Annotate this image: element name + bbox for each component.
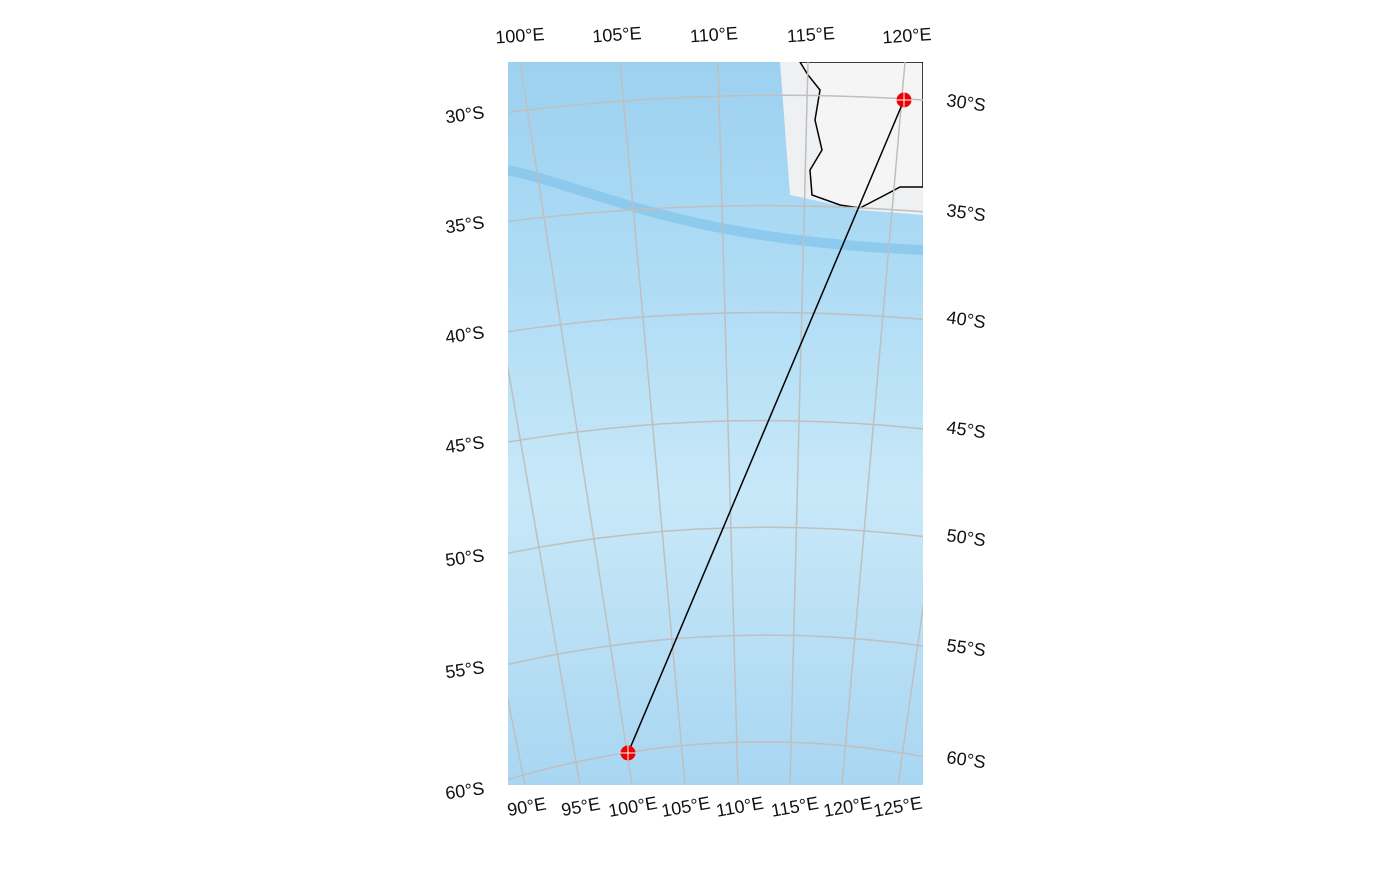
bottom-label: 90°E (506, 794, 548, 821)
parallel (508, 634, 923, 666)
right-label: 40°S (945, 307, 987, 332)
right-label: 35°S (945, 200, 987, 225)
left-label: 50°S (444, 545, 486, 570)
ridge (508, 165, 923, 255)
meridian (841, 62, 906, 785)
end-point (620, 745, 636, 761)
left-label: 45°S (444, 432, 486, 457)
parallel (508, 94, 923, 114)
top-label: 120°E (882, 24, 933, 47)
bottom-label: 100°E (607, 793, 659, 821)
meridian (897, 602, 923, 785)
left-label: 35°S (444, 212, 486, 237)
right-label: 45°S (945, 417, 987, 442)
top-label: 115°E (786, 23, 835, 46)
meridian (519, 62, 633, 785)
bottom-label: 105°E (660, 793, 712, 821)
bottom-label: 125°E (872, 793, 924, 821)
top-label: 110°E (689, 23, 738, 46)
meridian (508, 364, 581, 785)
right-label: 50°S (945, 525, 987, 550)
route-line (627, 99, 905, 754)
bottom-label: 120°E (822, 793, 874, 821)
parallel (508, 741, 923, 781)
meridian (619, 62, 686, 785)
right-label: 55°S (945, 635, 987, 660)
meridian (789, 62, 809, 785)
parallel (508, 311, 923, 333)
left-label: 60°S (444, 778, 486, 803)
meridian (508, 696, 526, 785)
graticule (508, 62, 923, 785)
left-label: 30°S (444, 102, 486, 127)
map-panel (508, 62, 923, 785)
left-label: 40°S (444, 322, 486, 347)
bottom-label: 110°E (714, 793, 765, 821)
parallel (508, 526, 923, 554)
right-label: 60°S (945, 747, 987, 772)
australia-coast (799, 62, 923, 209)
right-label: 30°S (945, 90, 987, 115)
start-point (896, 92, 912, 108)
left-label: 55°S (444, 657, 486, 682)
top-label: 100°E (495, 24, 546, 47)
meridian (717, 62, 739, 785)
parallel (508, 419, 923, 443)
bottom-label: 115°E (769, 793, 820, 821)
top-label: 105°E (592, 23, 643, 46)
bottom-label: 95°E (560, 794, 602, 821)
